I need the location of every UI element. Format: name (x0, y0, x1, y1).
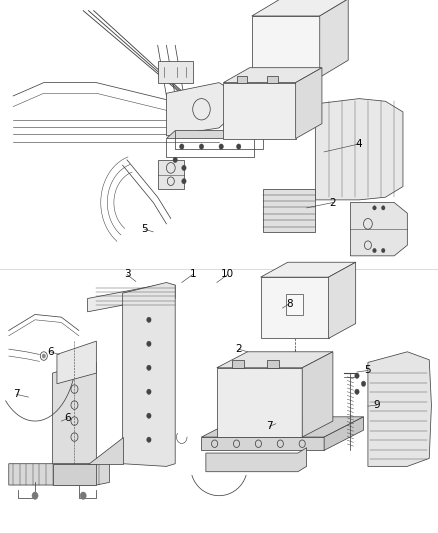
Polygon shape (302, 352, 333, 437)
Text: 6: 6 (47, 347, 54, 357)
Polygon shape (237, 76, 247, 83)
Polygon shape (57, 341, 96, 384)
Text: 5: 5 (364, 366, 371, 375)
Circle shape (381, 206, 385, 210)
Circle shape (147, 389, 151, 394)
Polygon shape (315, 99, 403, 200)
Circle shape (147, 365, 151, 370)
Polygon shape (286, 294, 303, 315)
Text: 2: 2 (235, 344, 242, 354)
Text: 7: 7 (13, 390, 20, 399)
Polygon shape (9, 461, 110, 485)
Circle shape (381, 248, 385, 253)
Circle shape (32, 492, 38, 499)
Polygon shape (201, 417, 364, 437)
Text: 10: 10 (221, 270, 234, 279)
Circle shape (173, 157, 177, 163)
Circle shape (199, 144, 204, 149)
Polygon shape (166, 83, 228, 136)
Polygon shape (252, 16, 320, 77)
Circle shape (147, 317, 151, 322)
Circle shape (147, 437, 151, 442)
Polygon shape (263, 189, 315, 232)
Polygon shape (201, 437, 324, 450)
Circle shape (355, 389, 359, 394)
Circle shape (219, 144, 223, 149)
Circle shape (147, 341, 151, 346)
Polygon shape (217, 352, 333, 368)
Text: 1: 1 (189, 270, 196, 279)
Circle shape (147, 413, 151, 418)
Polygon shape (53, 464, 96, 485)
Circle shape (373, 206, 376, 210)
Polygon shape (232, 360, 244, 368)
Text: 8: 8 (286, 299, 293, 309)
Polygon shape (223, 68, 322, 83)
Polygon shape (158, 160, 184, 189)
Polygon shape (252, 0, 348, 16)
Circle shape (237, 144, 241, 149)
Polygon shape (223, 83, 296, 139)
Polygon shape (324, 417, 364, 450)
Polygon shape (53, 362, 96, 464)
Text: 3: 3 (124, 270, 131, 279)
Circle shape (182, 165, 186, 171)
Circle shape (180, 144, 184, 149)
Circle shape (373, 248, 376, 253)
Text: 2: 2 (329, 198, 336, 207)
Polygon shape (328, 262, 356, 338)
Circle shape (355, 373, 359, 378)
Polygon shape (267, 76, 278, 83)
Polygon shape (88, 437, 123, 464)
Polygon shape (296, 68, 322, 139)
Text: 5: 5 (141, 224, 148, 234)
Circle shape (361, 381, 366, 386)
Text: 4: 4 (356, 139, 363, 149)
Polygon shape (158, 61, 193, 83)
Text: 6: 6 (64, 414, 71, 423)
Polygon shape (267, 360, 279, 368)
Text: 7: 7 (266, 422, 273, 431)
Text: 9: 9 (373, 400, 380, 410)
Circle shape (182, 179, 186, 184)
Polygon shape (166, 131, 263, 139)
Polygon shape (88, 285, 175, 312)
Polygon shape (217, 368, 302, 437)
Circle shape (42, 354, 46, 358)
Polygon shape (368, 352, 431, 466)
Polygon shape (123, 282, 175, 466)
Circle shape (80, 492, 86, 499)
Polygon shape (206, 448, 307, 472)
Polygon shape (350, 203, 407, 256)
Polygon shape (320, 0, 348, 77)
Polygon shape (261, 262, 356, 277)
Polygon shape (261, 277, 328, 338)
